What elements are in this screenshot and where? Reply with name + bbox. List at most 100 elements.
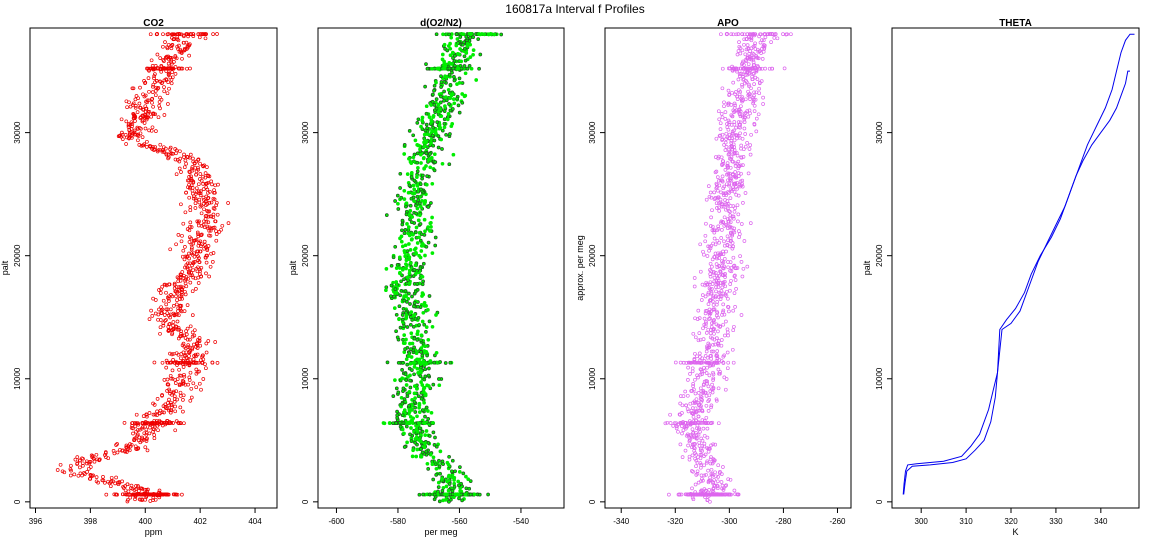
scatter-point	[396, 390, 401, 395]
scatter-point	[75, 461, 80, 466]
chart-panel-2: APO-340 -320 -300 -280 -2600100002000030000a…	[575, 18, 852, 526]
scatter-point	[169, 408, 174, 413]
scatter-point	[690, 427, 695, 432]
scatter-point	[749, 132, 753, 137]
scatter-point	[384, 267, 389, 271]
scatter-point	[401, 306, 406, 311]
scatter-point	[167, 66, 171, 71]
scatter-point	[703, 309, 708, 313]
scatter-point	[691, 382, 696, 386]
scatter-point	[203, 36, 208, 41]
scatter-point	[678, 401, 683, 406]
plot-frame	[29, 27, 278, 509]
scatter-point	[678, 360, 683, 365]
scatter-point	[471, 48, 476, 52]
scatter-point	[731, 360, 736, 365]
scatter-point	[754, 116, 759, 121]
scatter-point	[185, 265, 189, 270]
scatter-point	[187, 53, 191, 58]
scatter-point	[402, 197, 407, 201]
scatter-point	[84, 459, 89, 464]
scatter-point	[452, 54, 457, 58]
scatter-point	[151, 429, 155, 434]
scatter-point	[157, 307, 161, 312]
scatter-point	[424, 164, 428, 168]
scatter-point	[431, 430, 436, 435]
scatter-point	[129, 442, 134, 447]
scatter-point	[195, 346, 200, 350]
scatter-point	[694, 458, 699, 463]
scatter-point	[181, 398, 185, 402]
scatter-point	[736, 174, 741, 178]
scatter-point	[193, 196, 198, 201]
scatter-point	[398, 293, 403, 298]
scatter-point	[707, 364, 712, 368]
scatter-point	[130, 86, 135, 91]
scatter-point	[732, 291, 737, 295]
scatter-point	[114, 475, 118, 480]
scatter-point	[402, 431, 406, 436]
scatter-point	[410, 403, 415, 408]
scatter-point	[730, 114, 735, 119]
scatter-point	[175, 377, 180, 381]
scatter-point	[716, 329, 720, 334]
scatter-point	[198, 204, 203, 209]
scatter-point	[714, 360, 718, 365]
scatter-point	[406, 231, 410, 236]
scatter-point	[767, 66, 772, 71]
scatter-point	[87, 476, 92, 481]
scatter-point	[440, 147, 444, 151]
scatter-point	[716, 315, 720, 320]
scatter-point	[690, 453, 695, 458]
y-tick-label: 0	[13, 499, 22, 504]
scatter-point	[751, 57, 756, 62]
scatter-point	[736, 219, 740, 224]
scatter-point	[202, 239, 207, 244]
scatter-point	[725, 166, 730, 170]
scatter-point	[176, 313, 181, 318]
scatter-point	[152, 436, 157, 441]
scatter-point	[441, 462, 445, 466]
scatter-point	[174, 325, 179, 329]
y-axis-label: approx. per meg	[575, 235, 585, 301]
y-tick-label: 10000	[588, 367, 597, 390]
scatter-point	[708, 331, 713, 336]
scatter-point	[698, 465, 703, 470]
x-tick-label: -600	[328, 517, 345, 526]
scatter-point	[745, 72, 750, 77]
scatter-point	[681, 428, 686, 432]
scatter-point	[741, 155, 746, 159]
scatter-point	[707, 398, 712, 402]
scatter-point	[69, 468, 73, 473]
scatter-point	[400, 317, 405, 322]
scatter-points	[55, 32, 231, 504]
scatter-point	[213, 190, 217, 195]
scatter-point	[717, 264, 722, 269]
scatter-point	[487, 32, 491, 37]
scatter-point	[746, 114, 751, 119]
scatter-point	[733, 278, 738, 282]
scatter-point	[714, 474, 718, 479]
scatter-point	[747, 82, 751, 87]
scatter-point	[704, 421, 709, 425]
scatter-point	[127, 132, 132, 137]
scatter-point	[723, 110, 728, 114]
scatter-point	[193, 238, 198, 243]
scatter-point	[144, 145, 149, 149]
scatter-point	[213, 340, 218, 344]
scatter-point	[726, 88, 731, 93]
scatter-point	[676, 429, 680, 434]
scatter-point	[742, 42, 746, 47]
scatter-point	[188, 337, 192, 342]
scatter-point	[731, 216, 736, 221]
scatter-point	[126, 489, 131, 494]
scatter-point	[209, 179, 214, 184]
scatter-point	[712, 318, 716, 322]
scatter-point	[431, 115, 436, 119]
scatter-point	[429, 410, 434, 415]
scatter-point	[697, 440, 702, 445]
scatter-point	[182, 421, 186, 426]
scatter-point	[132, 128, 137, 133]
scatter-point	[457, 110, 462, 115]
scatter-point	[117, 134, 122, 138]
